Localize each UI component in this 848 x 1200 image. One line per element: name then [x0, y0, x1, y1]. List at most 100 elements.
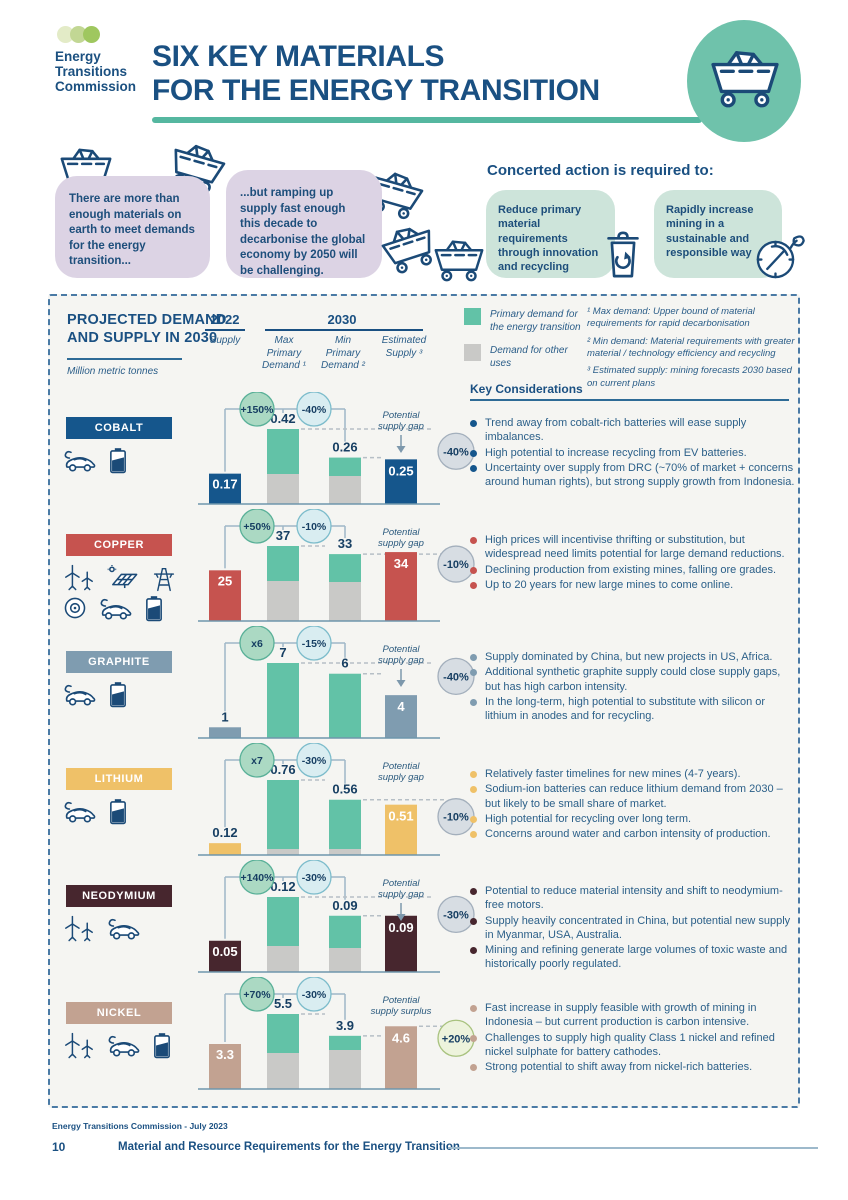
key-consideration-item: Declining production from existing mines… [470, 563, 796, 577]
legend-swatch-gray [464, 344, 481, 361]
key-consideration-item: High potential to increase recycling fro… [470, 446, 796, 460]
col-2022-rule [205, 329, 245, 331]
wind-turbine-icon [62, 915, 96, 942]
material-rows: COBALT 0.17 0.42 0.26 0.25 +150% -40% Potentia… [58, 392, 794, 1094]
svg-text:33: 33 [338, 536, 352, 551]
recycle-bin-icon [603, 228, 643, 282]
material-bar-chart: 0.05 0.12 0.09 0.09 +140% -30% Potentialsupply… [198, 860, 475, 973]
logo-dots-icon [57, 26, 165, 43]
mine-cart-icon [362, 163, 429, 225]
etc-logo: Energy Transitions Commission [55, 26, 165, 94]
wind-turbine-icon [62, 1032, 96, 1059]
svg-text:0.51: 0.51 [388, 809, 413, 824]
material-label-copper: COPPER [66, 534, 172, 556]
mine-cart-icon [375, 217, 443, 280]
svg-text:-30%: -30% [302, 989, 327, 1001]
svg-text:-15%: -15% [302, 638, 327, 650]
svg-text:0.09: 0.09 [388, 920, 413, 935]
material-use-icons [62, 1032, 192, 1059]
mine-cart-icon [432, 238, 486, 282]
material-label-lithium: LITHIUM [66, 768, 172, 790]
battery-icon [108, 447, 128, 474]
transmission-tower-icon [150, 564, 178, 592]
col-header-2022: 2022 [210, 312, 240, 327]
legend-swatch-teal [464, 308, 481, 325]
svg-text:0.42: 0.42 [270, 411, 295, 426]
svg-text:-10%: -10% [302, 521, 327, 533]
col-header-2030: 2030 [327, 312, 357, 327]
svg-text:-40%: -40% [302, 404, 327, 416]
panel-heading-rule [67, 358, 182, 360]
page-title: SIX KEY MATERIALS FOR THE ENERGY TRANSIT… [152, 40, 712, 108]
footnote-3: ³ Estimated supply: mining forecasts 203… [587, 365, 792, 389]
svg-text:-10%: -10% [443, 559, 469, 571]
svg-text:supply gap: supply gap [378, 538, 424, 549]
svg-text:x7: x7 [251, 755, 263, 767]
svg-text:1: 1 [221, 709, 228, 724]
ev-car-icon [98, 595, 134, 622]
svg-text:Potential: Potential [383, 761, 421, 772]
legend: Primary demand for the energy transition… [464, 308, 584, 380]
battery-icon [152, 1032, 172, 1059]
key-considerations-list: Potential to reduce material intensity a… [470, 884, 796, 973]
footnotes: ¹ Max demand: Upper bound of material re… [587, 306, 797, 395]
action-box-1: Reduce primary material requirements thr… [486, 190, 615, 278]
legend-item-other-uses: Demand for other uses [464, 344, 584, 370]
material-use-icons [62, 564, 192, 622]
svg-text:0.09: 0.09 [332, 898, 357, 913]
svg-text:34: 34 [394, 556, 409, 571]
intro-box-2: ...but ramping up supply fast enough thi… [226, 170, 382, 278]
key-consideration-item: Supply dominated by China, but new proje… [470, 650, 796, 664]
panel-unit: Million metric tonnes [67, 366, 159, 377]
svg-text:4.6: 4.6 [392, 1030, 410, 1045]
key-consideration-item: High prices will incentivise thrifting o… [470, 533, 796, 562]
key-considerations-list: Supply dominated by China, but new proje… [470, 650, 796, 724]
key-considerations-list: High prices will incentivise thrifting o… [470, 533, 796, 593]
material-bar-chart: 0.17 0.42 0.26 0.25 +150% -40% Potentialsupply… [198, 392, 475, 505]
svg-text:0.26: 0.26 [332, 440, 357, 455]
svg-text:Potential: Potential [383, 410, 421, 421]
ev-car-icon [106, 1032, 142, 1059]
col-sub-estimated-supply: Estimated Supply ³ [381, 335, 427, 359]
footnote-2: ² Min demand: Material requirements with… [587, 335, 795, 360]
svg-text:0.05: 0.05 [212, 944, 237, 959]
svg-text:supply gap: supply gap [378, 421, 424, 432]
title-line1: SIX KEY MATERIALS [152, 40, 445, 73]
motor-icon [62, 595, 88, 622]
material-label-neodymium: NEODYMIUM [66, 885, 172, 907]
key-consideration-item: Additional synthetic graphite supply cou… [470, 665, 796, 694]
svg-text:-30%: -30% [443, 909, 469, 921]
material-row-lithium: LITHIUM 0.12 0.76 0.56 0.51 x7 -30% Potential s… [58, 743, 794, 860]
solar-panel-icon [106, 564, 140, 591]
title-line2: FOR THE ENERGY TRANSITION [152, 73, 600, 107]
sustainable-mining-icon [752, 230, 806, 282]
concerted-action-heading: Concerted action is required to: [487, 162, 714, 179]
battery-icon [108, 681, 128, 708]
material-row-nickel: NICKEL 3.3 5.5 3.9 4.6 +70% -30% Potential supp… [58, 977, 794, 1094]
svg-text:7: 7 [279, 645, 286, 660]
key-consideration-item: High potential for recycling over long t… [470, 812, 796, 826]
battery-icon [108, 798, 128, 825]
material-label-nickel: NICKEL [66, 1002, 172, 1024]
svg-text:0.25: 0.25 [388, 463, 413, 478]
title-divider [152, 117, 702, 123]
col-sub-max-demand: Max Primary Demand ¹ [262, 335, 306, 371]
key-consideration-item: Challenges to supply high quality Class … [470, 1031, 796, 1060]
svg-text:supply surplus: supply surplus [371, 1006, 432, 1017]
key-consideration-item: Strong potential to shift away from nick… [470, 1060, 796, 1074]
svg-text:Potential: Potential [383, 878, 421, 889]
projected-demand-panel: PROJECTED DEMAND AND SUPPLY IN 2030 Mill… [48, 294, 800, 1108]
material-use-icons [62, 798, 192, 825]
key-consideration-item: Uncertainty over supply from DRC (~70% o… [470, 461, 796, 490]
ev-car-icon [62, 447, 98, 474]
key-consideration-item: Fast increase in supply feasible with gr… [470, 1001, 796, 1030]
svg-text:supply gap: supply gap [378, 655, 424, 666]
ev-car-icon [106, 915, 142, 942]
org-name: Energy Transitions Commission [55, 49, 137, 95]
svg-text:0.76: 0.76 [270, 762, 295, 777]
key-considerations-heading: Key Considerations [470, 382, 583, 396]
